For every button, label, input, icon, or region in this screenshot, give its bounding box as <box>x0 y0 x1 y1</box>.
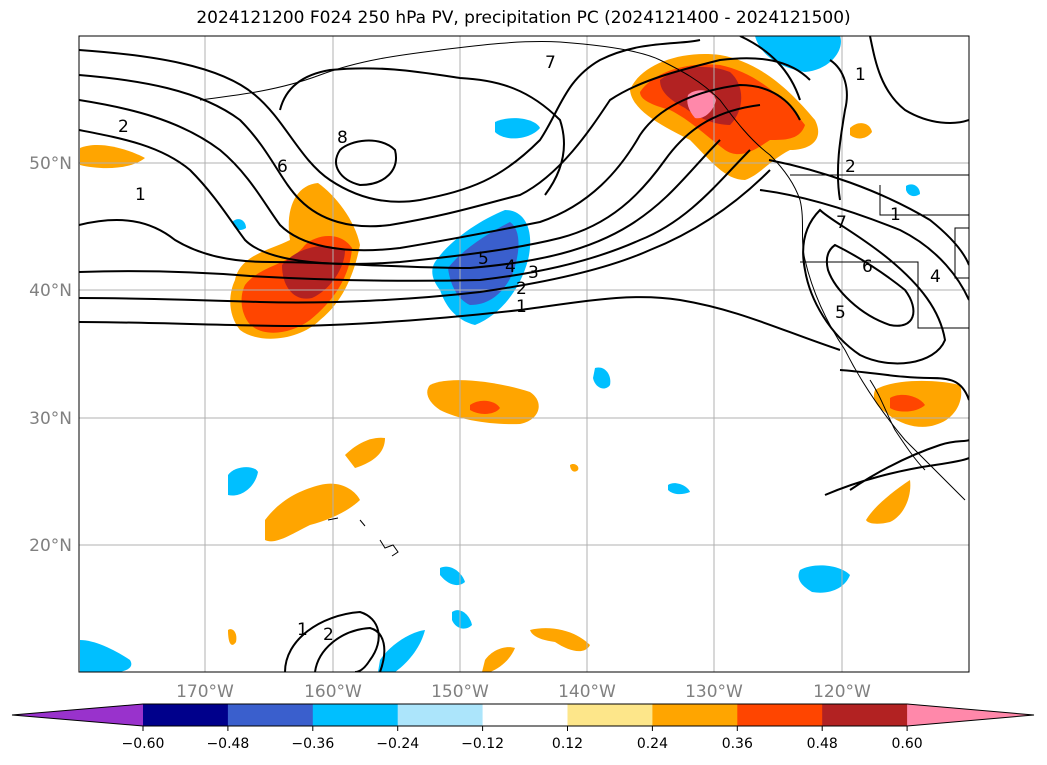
contour-label: 1 <box>890 205 901 225</box>
contour-label: 2 <box>118 117 129 137</box>
colorbar-segment <box>652 704 738 726</box>
contour-label: 6 <box>277 157 288 177</box>
contour-label: 6 <box>862 257 873 277</box>
precipitation-anomaly-shading <box>80 36 962 672</box>
map-frame <box>78 35 970 673</box>
colorbar: −0.60 −0.48 −0.36 −0.24 −0.12 0.12 0.24 0.36 0.4… <box>11 703 1035 752</box>
map-title: 2024121200 F024 250 hPa PV, precipitatio… <box>196 8 851 28</box>
colorbar-segment <box>482 704 568 726</box>
colorbar-segment <box>737 704 823 726</box>
colorbar-segment <box>822 704 908 726</box>
contour-label: 3 <box>528 263 539 283</box>
colorbar-segment <box>567 704 653 726</box>
map-plot-area: 7 2 1 6 8 5 4 3 2 1 1 2 1 7 6 5 4 1 2 <box>79 36 969 672</box>
contour-labels: 7 2 1 6 8 5 4 3 2 1 1 2 1 7 6 5 4 1 2 <box>118 53 941 645</box>
latitude-labels: 50°N 40°N 30°N 20°N <box>29 154 72 556</box>
longitude-labels: 170°W 160°W 150°W 140°W 130°W 120°W <box>176 682 871 702</box>
contour-label: 4 <box>930 267 941 287</box>
colorbar-segment <box>227 704 314 726</box>
colorbar-tick-label: 0.36 <box>722 736 753 752</box>
colorbar-tick-label: 0.48 <box>807 736 838 752</box>
colorbar-tick-label: 0.24 <box>637 736 668 752</box>
contour-label: 2 <box>845 157 856 177</box>
contour-label: 2 <box>323 625 334 645</box>
lon-tick-label: 140°W <box>558 682 616 702</box>
contour-label: 1 <box>516 297 527 317</box>
lat-tick-label: 40°N <box>29 281 72 301</box>
contour-label: 8 <box>337 128 348 148</box>
contour-label: 5 <box>835 303 846 323</box>
contour-label: 1 <box>135 185 146 205</box>
colorbar-segment <box>397 704 484 726</box>
colorbar-extend-min <box>12 704 143 726</box>
pv-contours <box>79 36 969 672</box>
contour-label: 7 <box>545 53 556 73</box>
contour-label: 4 <box>505 257 516 277</box>
colorbar-segment <box>143 704 229 726</box>
contour-label: 2 <box>516 279 527 299</box>
lon-tick-label: 120°W <box>813 682 871 702</box>
contour-label: 5 <box>478 249 489 269</box>
lat-tick-label: 30°N <box>29 409 72 429</box>
contour-label: 1 <box>297 620 308 640</box>
colorbar-tick-label: 0.60 <box>892 736 923 752</box>
lon-tick-label: 170°W <box>176 682 234 702</box>
lat-tick-label: 20°N <box>29 536 72 556</box>
lon-tick-label: 150°W <box>431 682 489 702</box>
colorbar-tick-label: −0.60 <box>122 736 165 752</box>
lat-tick-label: 50°N <box>29 154 72 174</box>
graticule <box>79 36 969 672</box>
colorbar-extend-max <box>907 704 1034 726</box>
lon-tick-label: 130°W <box>685 682 743 702</box>
contour-label: 1 <box>855 65 866 85</box>
colorbar-tick-label: −0.24 <box>376 736 419 752</box>
lon-tick-label: 160°W <box>304 682 362 702</box>
colorbar-segment <box>312 704 399 726</box>
contour-label: 7 <box>836 213 847 233</box>
colorbar-tick-label: −0.36 <box>291 736 334 752</box>
colorbar-tick-label: −0.12 <box>461 736 504 752</box>
colorbar-tick-label: 0.12 <box>552 736 583 752</box>
colorbar-tick-label: −0.48 <box>206 736 249 752</box>
